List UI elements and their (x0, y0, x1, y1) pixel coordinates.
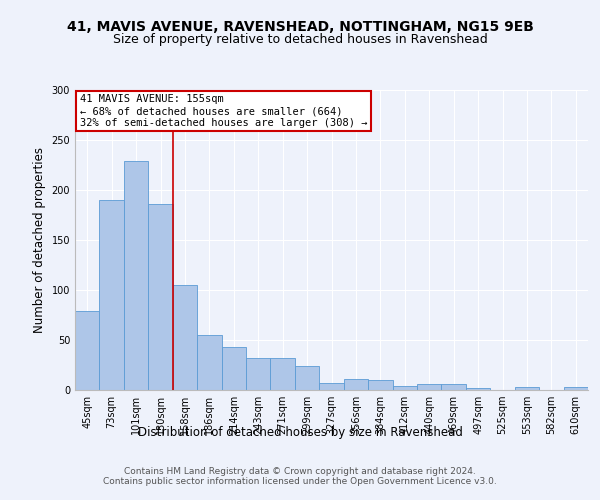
Bar (392, 386, 417, 390)
Bar (515, 387, 539, 390)
Bar (100, 200, 124, 390)
Bar (197, 335, 221, 390)
Bar (221, 347, 246, 390)
Bar (442, 384, 466, 390)
Bar (344, 379, 368, 390)
Bar (295, 366, 319, 390)
Text: Contains public sector information licensed under the Open Government Licence v3: Contains public sector information licen… (103, 477, 497, 486)
Bar (75, 311, 100, 390)
Bar (148, 204, 173, 390)
Text: 41, MAVIS AVENUE, RAVENSHEAD, NOTTINGHAM, NG15 9EB: 41, MAVIS AVENUE, RAVENSHEAD, NOTTINGHAM… (67, 20, 533, 34)
Bar (271, 358, 295, 390)
Text: Contains HM Land Registry data © Crown copyright and database right 2024.: Contains HM Land Registry data © Crown c… (124, 467, 476, 476)
Bar (368, 380, 392, 390)
Text: Size of property relative to detached houses in Ravenshead: Size of property relative to detached ho… (113, 32, 487, 46)
Bar (173, 285, 197, 390)
Bar (319, 383, 344, 390)
Bar (124, 161, 148, 390)
Bar (466, 388, 490, 390)
Y-axis label: Number of detached properties: Number of detached properties (33, 147, 46, 333)
Text: Distribution of detached houses by size in Ravenshead: Distribution of detached houses by size … (137, 426, 463, 439)
Text: 41 MAVIS AVENUE: 155sqm
← 68% of detached houses are smaller (664)
32% of semi-d: 41 MAVIS AVENUE: 155sqm ← 68% of detache… (80, 94, 368, 128)
Bar (246, 358, 271, 390)
Bar (417, 384, 442, 390)
Bar (563, 387, 588, 390)
